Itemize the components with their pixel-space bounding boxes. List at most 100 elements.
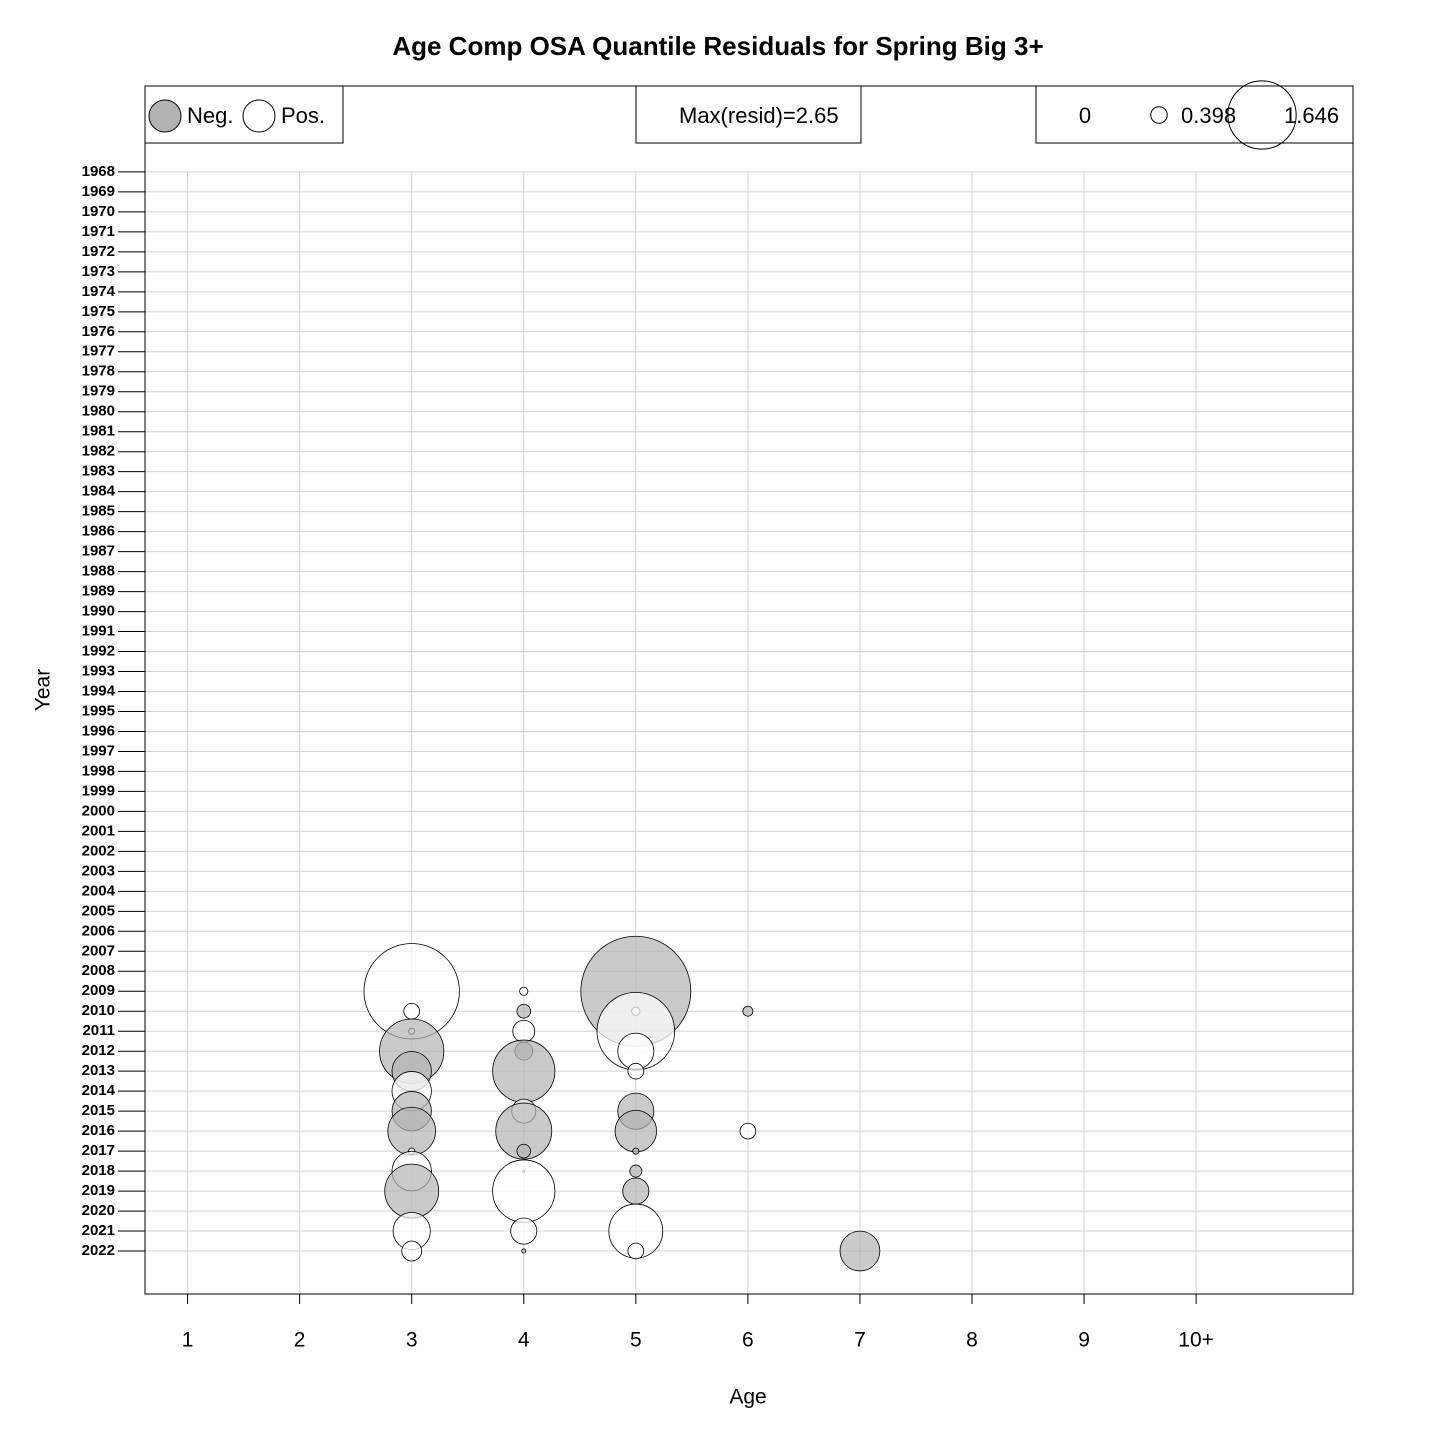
y-tick-label: 2011 xyxy=(82,1022,115,1039)
y-tick-label: 1980 xyxy=(82,403,115,420)
y-tick-label: 2012 xyxy=(82,1042,115,1059)
bubble xyxy=(622,1177,650,1205)
y-tick-label: 1986 xyxy=(82,523,115,540)
y-tick-label: 1976 xyxy=(82,323,115,340)
y-tick-label: 1969 xyxy=(82,183,115,200)
y-tick-label: 1984 xyxy=(82,483,116,500)
x-tick-label: 7 xyxy=(854,1329,866,1352)
y-tick-label: 1998 xyxy=(82,762,115,779)
y-tick-label: 1997 xyxy=(82,742,115,759)
bubble xyxy=(403,1002,420,1020)
bubble xyxy=(632,1147,640,1155)
y-tick-label: 1973 xyxy=(82,263,115,280)
y-tick-label: 1990 xyxy=(82,603,115,620)
y-tick-label: 1983 xyxy=(82,463,115,480)
y-tick-label: 2021 xyxy=(82,1222,115,1239)
grid xyxy=(145,171,1353,1294)
bubble xyxy=(516,1143,532,1159)
y-tick-label: 2003 xyxy=(82,862,115,879)
bubbles xyxy=(363,935,881,1272)
x-tick-label: 6 xyxy=(742,1329,754,1352)
max-box xyxy=(635,85,862,144)
y-tick-label: 1972 xyxy=(82,243,115,260)
y-tick-label: 2009 xyxy=(82,982,115,999)
bubble xyxy=(516,1003,532,1019)
x-tick-label: 2 xyxy=(294,1329,306,1352)
y-tick-label: 2000 xyxy=(82,802,115,819)
bubble xyxy=(521,1248,527,1254)
y-tick-label: 1989 xyxy=(82,583,115,600)
y-tick-label: 2007 xyxy=(82,942,115,959)
x-axis-label: Age xyxy=(729,1386,766,1409)
bubble xyxy=(629,1164,643,1178)
x-tick-label: 4 xyxy=(518,1329,530,1352)
bubble xyxy=(742,1005,754,1017)
y-tick-label: 1978 xyxy=(82,363,115,380)
y-tick-label: 1993 xyxy=(82,662,115,679)
y-tick-label: 1975 xyxy=(82,303,115,320)
x-tick-label: 10+ xyxy=(1178,1329,1214,1352)
x-tick-label: 5 xyxy=(630,1329,642,1352)
y-tick-label: 1992 xyxy=(82,643,115,660)
y-tick-label: 1999 xyxy=(82,782,115,799)
size-legend-marker xyxy=(1150,106,1168,124)
y-tick-label: 1985 xyxy=(82,503,115,520)
legend: Neg. Pos. Max(resid)=2.65 0 0.398 1.646 xyxy=(144,80,1354,150)
size-legend-label: 1.646 xyxy=(1284,103,1339,128)
x-tick-label: 8 xyxy=(966,1329,978,1352)
y-tick-label: 2008 xyxy=(82,962,115,979)
y-tick-label: 2005 xyxy=(82,902,115,919)
y-tick-label: 1979 xyxy=(82,383,115,400)
y-tick-label: 1995 xyxy=(82,702,115,719)
max-label: Max(resid)=2.65 xyxy=(679,103,839,128)
size-legend-label: 0 xyxy=(1079,103,1091,128)
y-tick-label: 1982 xyxy=(82,443,115,460)
y-tick-label: 1968 xyxy=(82,163,115,180)
bubble xyxy=(839,1230,881,1272)
size-legend-marker xyxy=(1227,80,1297,150)
bubble xyxy=(627,1062,645,1080)
y-tick-label: 2004 xyxy=(82,882,116,899)
bubble xyxy=(739,1122,757,1140)
bubble xyxy=(492,1159,556,1223)
x-tick-label: 1 xyxy=(182,1329,194,1352)
legend-pos-label: Pos. xyxy=(281,103,325,128)
y-tick-label: 1988 xyxy=(82,563,115,580)
bubble xyxy=(614,1109,657,1153)
bubble xyxy=(384,1163,440,1219)
y-tick-label: 2001 xyxy=(82,822,115,839)
legend-pos-marker xyxy=(242,99,276,133)
y-tick-label: 2019 xyxy=(82,1182,115,1199)
bubble xyxy=(495,1102,553,1160)
bubble xyxy=(519,986,529,996)
legend-neg-label: Neg. xyxy=(187,103,233,128)
y-tick-label: 1987 xyxy=(82,543,115,560)
y-tick-label: 1971 xyxy=(82,223,115,240)
bubble xyxy=(401,1240,423,1262)
y-tick-label: 2020 xyxy=(82,1202,115,1219)
size-legend-box xyxy=(1035,85,1354,144)
y-tick-label: 2022 xyxy=(82,1242,115,1259)
y-tick-label: 2015 xyxy=(82,1102,115,1119)
y-tick-label: 1977 xyxy=(82,343,115,360)
y-tick-label: 1996 xyxy=(82,722,115,739)
y-tick-label: 2002 xyxy=(82,842,115,859)
plot-frame xyxy=(144,85,1354,1295)
y-tick-label: 1981 xyxy=(82,423,115,440)
bubble xyxy=(510,1217,538,1245)
x-tick-label: 3 xyxy=(406,1329,418,1352)
y-tick-label: 2010 xyxy=(82,1002,115,1019)
y-tick-label: 2014 xyxy=(82,1082,116,1099)
y-tick-label: 2006 xyxy=(82,922,115,939)
y-tick-label: 1970 xyxy=(82,203,115,220)
y-tick-label: 1994 xyxy=(82,682,116,699)
x-tick-label: 9 xyxy=(1078,1329,1090,1352)
size-legend-label: 0.398 xyxy=(1181,103,1236,128)
bubble xyxy=(492,1039,556,1103)
y-axis-label: Year xyxy=(32,669,55,711)
y-tick-label: 1991 xyxy=(82,623,115,640)
y-tick-label: 2016 xyxy=(82,1122,115,1139)
bubble xyxy=(627,1242,645,1260)
legend-neg-marker xyxy=(148,99,182,133)
